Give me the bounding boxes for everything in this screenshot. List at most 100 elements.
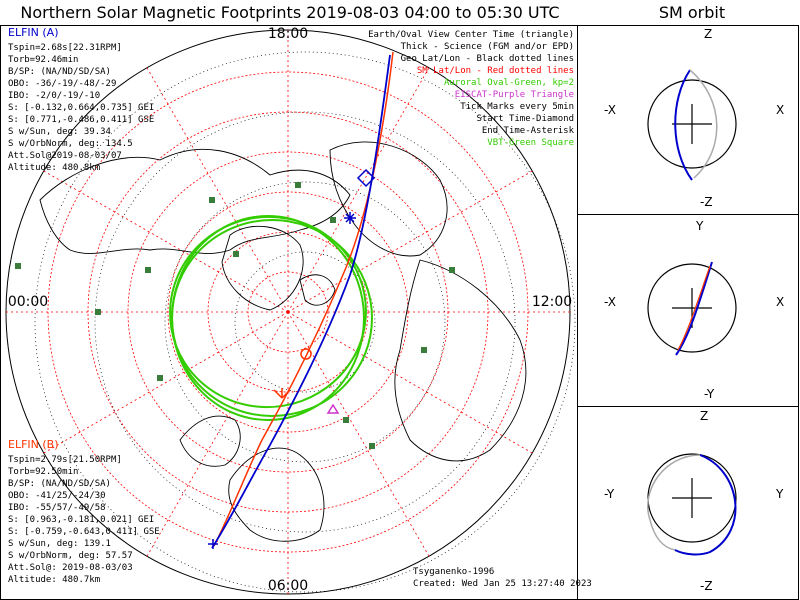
elfin-b-track (213, 51, 394, 547)
elfin-b-line: S w/Sun, deg: 139.1 (8, 539, 111, 549)
orbit-panel-yz: Z -Z -Y Y (604, 409, 784, 593)
legend-entry: Start Time-Diamond (476, 114, 574, 124)
elfin-a-orbit (674, 69, 693, 181)
elfin-a-line: S w/OrbNorm, deg: 134.5 (8, 139, 133, 149)
sm-longitude-line (146, 67, 289, 313)
elfin-a-line: IBO: -2/0/-19/-10 (8, 91, 100, 101)
legend-entry: Earth/Oval View Center Time (triangle) (368, 30, 574, 40)
mlt-label-06: 06:00 (268, 578, 308, 594)
axis-label: Z (704, 27, 712, 41)
vbt-square (15, 263, 21, 269)
legend-entry: Thick - Science (FGM and/or EPD) (401, 42, 574, 52)
axis-label: Y (775, 487, 784, 501)
credit: Tsyganenko-1996 (413, 567, 494, 577)
elfin-a-line: Altitude: 480.8km (8, 163, 100, 173)
elfin-a-line: OBO: -36/-19/-48/-29 (8, 79, 116, 89)
vbt-square (145, 267, 151, 273)
legend-entry: EISCAT-Purple Triangle (455, 90, 574, 100)
axis-label: -Z (700, 195, 713, 209)
elfin-b-view-center (300, 348, 312, 360)
elfin-b-line: IBO: -55/57/-49/58 (8, 503, 106, 513)
elfin-a-line: S: [-0.132,0.664,0.735] GEI (8, 103, 154, 113)
vbt-square (330, 217, 336, 223)
elfin-b-line: S w/OrbNorm, deg: 57.57 (8, 551, 133, 561)
legend-entry: VBT-Green Square (487, 138, 574, 148)
elfin-a-line: Tspin=2.68s[22.31RPM] (8, 43, 122, 53)
legend-entry: Tick Marks every 5min (460, 102, 574, 112)
vbt-square (233, 251, 239, 257)
vbt-square (369, 443, 375, 449)
eiscat-triangle (326, 403, 340, 414)
mlt-label-00: 00:00 (8, 294, 48, 310)
elfin-a-tick (208, 539, 218, 549)
elfin-a-line: S: [0.771,-0.486,0.411] GSE (8, 115, 154, 125)
vbt-square (157, 375, 163, 381)
vbt-square (95, 309, 101, 315)
geo-grid (34, 51, 576, 593)
vbt-square (295, 182, 301, 188)
elfin-b-line: Att.Sol@: 2019-08-03/03 (8, 563, 133, 573)
elfin-b-info: ELFIN (B) Tspin=2.79s[21.50RPM] Torb=92.… (8, 438, 160, 585)
mlt-label-12: 12:00 (532, 294, 572, 310)
sm-longitude-line (43, 311, 289, 454)
sm-longitude-line (287, 67, 430, 313)
legend-entry: SM Lat/Lon - Red dotted lines (417, 66, 574, 76)
elfin-b-line: S: [0.963,-0.181,0.021] GEI (8, 515, 154, 525)
elfin-b-line: OBO: -41/25/-24/30 (8, 491, 106, 501)
sm-longitude-line (146, 311, 289, 557)
elfin-b-line: Tspin=2.79s[21.50RPM] (8, 455, 122, 465)
axis-label: -Z (700, 579, 713, 593)
sm-longitude-line (287, 311, 533, 454)
sm-longitude-line (43, 170, 289, 313)
elfin-a-line: S w/Sun, deg: 39.34 (8, 127, 111, 137)
elfin-b-line: Torb=92.50min (8, 467, 78, 477)
elfin-b-end-asterisk (273, 388, 291, 399)
axis-label: -X (604, 295, 616, 309)
coastlines (39, 141, 527, 542)
elfin-a-name: ELFIN (A) (8, 26, 58, 39)
orbit-title: SM orbit (659, 3, 725, 22)
axis-label: Z (700, 409, 708, 423)
elfin-a-line: B/SP: (NA/ND/SD/SA) (8, 67, 111, 77)
vbt-square (209, 197, 215, 203)
axis-label: Y (695, 219, 704, 233)
legend-entry: Auroral Oval-Green, kp=2 (444, 78, 574, 88)
auroral-oval (169, 215, 373, 421)
vbt-square (421, 347, 427, 353)
elfin-a-track (208, 54, 391, 549)
elfin-b-line: Altitude: 480.7km (8, 575, 100, 585)
vbt-square (449, 267, 455, 273)
elfin-orbit-far-side (647, 454, 701, 551)
elfin-b-orbit (677, 265, 711, 351)
elfin-b-name: ELFIN (B) (8, 438, 59, 451)
elfin-a-line: Att.Sol@2019-08-03/07 (8, 151, 122, 161)
elfin-a-orbit (674, 454, 737, 556)
elfin-a-line: Torb=92.46min (8, 55, 78, 65)
axis-label: -Y (704, 387, 715, 401)
elfin-orbit-far-side (689, 69, 718, 179)
axis-label: X (776, 295, 784, 309)
chart-title: Northern Solar Magnetic Footprints 2019-… (20, 3, 559, 22)
elfin-a-orbit (675, 261, 713, 356)
orbit-panel-xy: Y -Y -X X (604, 219, 784, 401)
axis-label: X (776, 103, 784, 117)
elfin-a-start-diamond (356, 168, 376, 188)
axis-label: -X (604, 103, 616, 117)
elfin-b-line: S: [-0.759,-0.643,0.411] GSE (8, 527, 160, 537)
mlt-label-18: 18:00 (268, 26, 308, 42)
legend-entry: End Time-Asterisk (482, 126, 575, 136)
polar-map: 18:00 00:00 12:00 06:00 (5, 26, 576, 595)
created-timestamp: Created: Wed Jan 25 13:27:40 2023 (413, 579, 592, 589)
vbt-square (343, 417, 349, 423)
sm-longitude-line (287, 170, 533, 313)
elfin-a-info: ELFIN (A) Tspin=2.68s[22.31RPM] Torb=92.… (8, 26, 154, 173)
orbit-panel-xz: Z -Z -X X (604, 27, 784, 209)
vbt-markers (15, 182, 455, 449)
legend: Earth/Oval View Center Time (triangle) Th… (368, 30, 574, 148)
earth-outline (647, 263, 737, 353)
earth-outline (647, 79, 737, 169)
legend-entry: Geo Lat/Lon - Black dotted lines (401, 54, 574, 64)
elfin-a-end-asterisk (344, 212, 356, 224)
axis-label: -Y (604, 487, 615, 501)
